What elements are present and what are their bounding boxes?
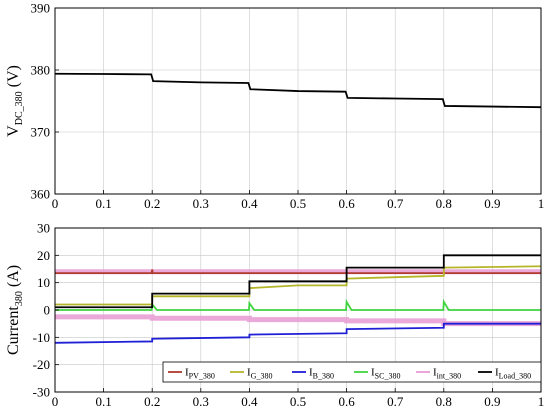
current-x-tick-label: 1 [538, 394, 545, 409]
legend-box [162, 361, 542, 383]
current-x-tick-label: 0.6 [338, 394, 355, 409]
legend-label-i-sc: ISC_380 [371, 367, 400, 381]
voltage-y-tick-label: 390 [31, 1, 51, 16]
voltage-x-tick-label: 0.2 [144, 196, 160, 211]
current-x-tick-label: 0 [52, 394, 59, 409]
voltage-x-tick-label: 0.1 [95, 196, 111, 211]
voltage-y-tick-label: 370 [31, 125, 51, 140]
voltage-x-tick-label: 0.5 [290, 196, 306, 211]
voltage-x-tick-label: 0.3 [193, 196, 209, 211]
current-x-tick-label: 0.3 [193, 394, 209, 409]
voltage-x-tick-label: 0.9 [484, 196, 500, 211]
current-legend: IPV_380 IG_380 IB_380 ISC_380 Iint_380 ILoad_… [162, 361, 542, 383]
voltage-x-tick-label: 1 [538, 196, 545, 211]
legend-label-i-b: IB_380 [309, 367, 334, 381]
current-x-tick-label: 0.5 [290, 394, 306, 409]
voltage-y-tick-label: 360 [31, 187, 51, 202]
legend-label-i-pv: IPV_380 [185, 367, 215, 381]
voltage-x-tick-label: 0.7 [387, 196, 404, 211]
current-x-tick-label: 0.8 [436, 394, 452, 409]
current-x-tick-label: 0.7 [387, 394, 404, 409]
current-x-tick-label: 0.9 [484, 394, 500, 409]
legend-label-i-g: IG_380 [247, 367, 272, 381]
series-line-i-b [54, 322, 541, 344]
current-y-tick-label: -10 [33, 330, 50, 345]
voltage-x-tick-label: 0.8 [436, 196, 452, 211]
voltage-x-tick-label: 0.6 [338, 196, 355, 211]
current-y-tick-label: 20 [37, 248, 50, 263]
current-y-tick-label: 30 [37, 221, 50, 236]
legend-label-i-load: ILoad_380 [495, 367, 531, 381]
current-x-tick-label: 0.1 [95, 394, 111, 409]
current-x-tick-label: 0.4 [241, 394, 258, 409]
voltage-panel: 0 0.1 0.2 0.3 0.4 0.5 0.6 0.7 0.8 0.9 1 360 370 380 39… [5, 1, 544, 212]
current-y-tick-label: -30 [33, 385, 50, 400]
current-x-tick-label: 0.2 [144, 394, 160, 409]
series-line-v-dc [54, 72, 542, 109]
current-y-tick-label: 0 [44, 303, 51, 318]
voltage-x-tick-label: 0 [52, 196, 59, 211]
current-panel: 0 0.1 0.2 0.3 0.4 0.5 0.6 0.7 0.8 0.9 1 -30 -20 -10 0 1… [5, 221, 544, 410]
current-y-axis-label: Current380 (A) [5, 265, 25, 355]
legend-label-i-int: Iint_380 [433, 367, 461, 381]
series-line-i-int-low [55, 314, 541, 327]
voltage-y-axis-label: VDC_380 (V) [5, 65, 25, 137]
current-y-tick-label: 10 [37, 275, 50, 290]
voltage-y-tick-label: 380 [31, 63, 51, 78]
current-y-tick-label: -20 [33, 357, 50, 372]
series-line-i-pv [55, 269, 541, 275]
voltage-x-tick-label: 0.4 [241, 196, 258, 211]
series-line-i-load [55, 254, 541, 309]
